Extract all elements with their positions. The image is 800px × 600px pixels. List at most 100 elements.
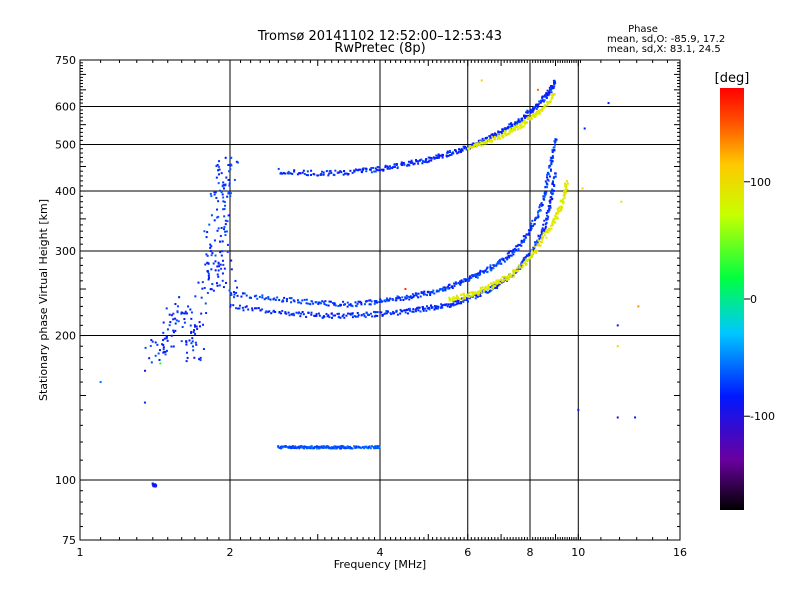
- data-point: [442, 289, 445, 292]
- data-point: [515, 249, 518, 252]
- data-point: [577, 408, 580, 411]
- data-point: [533, 219, 536, 222]
- data-point: [214, 269, 217, 272]
- data-point: [565, 180, 568, 183]
- data-point: [166, 339, 169, 342]
- data-point: [217, 169, 220, 172]
- data-point: [468, 296, 471, 299]
- data-point: [545, 221, 548, 224]
- data-point: [320, 445, 323, 448]
- data-point: [190, 317, 193, 320]
- data-point: [476, 295, 479, 298]
- data-point: [210, 245, 213, 248]
- data-point: [154, 354, 157, 357]
- data-point: [227, 192, 230, 195]
- data-point: [385, 310, 388, 313]
- data-point: [300, 445, 303, 448]
- data-point: [511, 127, 514, 130]
- data-point: [457, 281, 460, 284]
- data-point: [548, 91, 551, 94]
- data-point: [193, 324, 196, 327]
- data-point: [310, 173, 313, 176]
- data-point: [212, 262, 215, 265]
- data-point: [199, 359, 202, 362]
- data-point: [546, 89, 549, 92]
- data-point: [448, 149, 451, 152]
- data-point: [451, 151, 454, 154]
- data-point: [510, 130, 513, 133]
- data-point: [549, 196, 552, 199]
- data-point: [301, 311, 304, 314]
- data-point: [287, 311, 290, 314]
- data-point: [503, 130, 506, 133]
- data-point: [305, 298, 308, 301]
- data-point: [362, 167, 365, 170]
- data-point: [225, 281, 228, 284]
- data-point: [448, 297, 451, 300]
- data-point: [307, 174, 310, 177]
- data-point: [328, 316, 331, 319]
- data-point: [328, 172, 331, 175]
- data-point: [315, 301, 318, 304]
- data-point: [496, 282, 499, 285]
- data-point: [535, 103, 538, 106]
- data-point: [546, 228, 549, 231]
- data-point: [157, 352, 160, 355]
- data-point: [384, 166, 387, 169]
- data-point: [377, 166, 380, 169]
- data-point: [433, 292, 436, 295]
- data-point: [439, 288, 442, 291]
- data-point: [278, 299, 281, 302]
- data-point: [527, 114, 530, 117]
- data-point: [520, 239, 523, 242]
- data-point: [419, 310, 422, 313]
- data-point: [198, 321, 201, 324]
- data-point: [240, 295, 243, 298]
- data-point: [496, 287, 499, 290]
- data-point: [196, 327, 199, 330]
- data-point: [185, 360, 188, 363]
- data-point: [535, 252, 538, 255]
- data-point: [287, 446, 290, 449]
- data-point: [443, 303, 446, 306]
- data-point: [515, 245, 518, 248]
- data-point: [191, 337, 194, 340]
- data-point: [205, 253, 208, 256]
- data-point: [411, 293, 414, 296]
- data-point: [217, 262, 220, 265]
- data-point: [217, 227, 220, 230]
- data-point: [428, 308, 431, 311]
- data-point: [381, 314, 384, 317]
- data-point: [377, 169, 380, 172]
- data-point: [540, 233, 543, 236]
- data-point: [166, 328, 169, 331]
- data-point: [334, 314, 337, 317]
- data-point: [460, 281, 463, 284]
- data-point: [551, 85, 554, 88]
- data-point: [164, 350, 167, 353]
- data-point: [549, 199, 552, 202]
- data-point: [551, 221, 554, 224]
- data-point: [489, 138, 492, 141]
- data-point: [542, 106, 545, 109]
- data-point: [521, 121, 524, 124]
- data-point: [530, 254, 533, 257]
- data-point: [519, 267, 522, 270]
- data-point: [527, 116, 530, 119]
- data-point: [523, 120, 526, 123]
- data-point: [470, 274, 473, 277]
- data-point: [415, 294, 418, 297]
- data-point: [158, 349, 161, 352]
- data-point: [389, 166, 392, 169]
- data-point: [230, 293, 233, 296]
- data-point: [448, 287, 451, 290]
- data-point: [442, 286, 445, 289]
- data-point: [551, 193, 554, 196]
- data-point: [313, 314, 316, 317]
- data-point: [542, 100, 545, 103]
- data-point: [509, 254, 512, 257]
- data-point: [476, 142, 479, 145]
- data-point: [205, 236, 208, 239]
- data-point: [530, 117, 533, 120]
- data-point: [206, 261, 209, 264]
